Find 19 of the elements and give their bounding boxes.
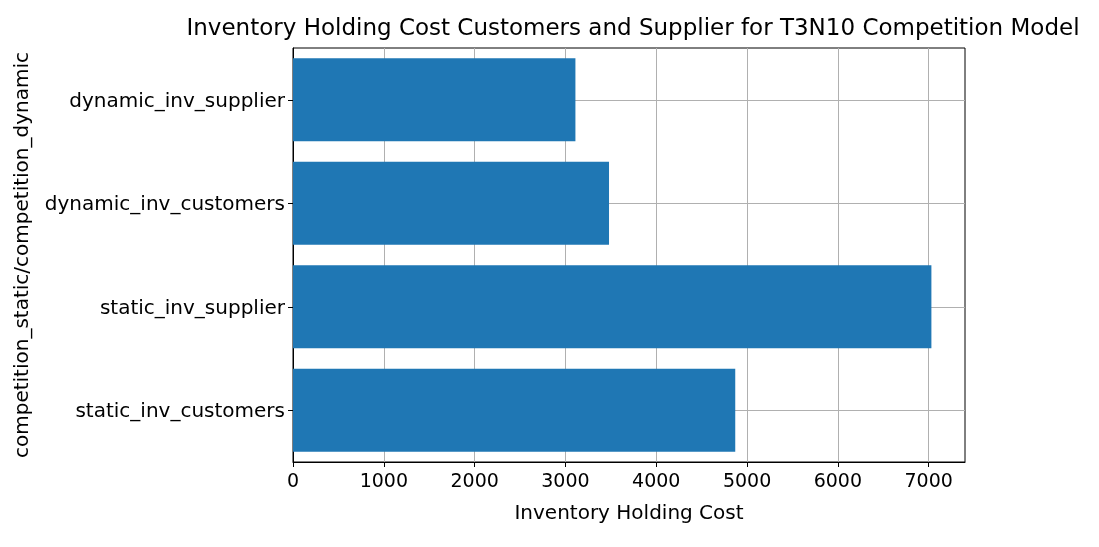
x-tick-label: 3000 — [541, 468, 590, 491]
x-tick-label: 5000 — [722, 468, 772, 491]
x-tick-label: 6000 — [813, 468, 863, 491]
y-tick-label: dynamic_inv_supplier — [69, 87, 286, 112]
chart-title: Inventory Holding Cost Customers and Supplier for T3N10 Competition Model — [186, 13, 1080, 40]
x-axis-title: Inventory Holding Cost — [514, 500, 744, 524]
bar — [293, 58, 576, 142]
y-tick-label: static_inv_customers — [75, 398, 285, 423]
x-tick-label: 1000 — [359, 468, 408, 491]
y-axis-title: competition_static/competition_dynamic — [9, 52, 33, 458]
bar — [293, 265, 932, 349]
x-tick-label: 0 — [286, 468, 300, 491]
x-tick-label: 4000 — [632, 468, 681, 491]
y-tick-label: static_inv_supplier — [99, 294, 286, 319]
y-tick-label: dynamic_inv_customers — [44, 191, 285, 216]
x-tick-label: 2000 — [450, 468, 499, 491]
bar — [293, 368, 736, 452]
bar — [293, 161, 610, 245]
x-tick-label: 7000 — [904, 468, 953, 491]
